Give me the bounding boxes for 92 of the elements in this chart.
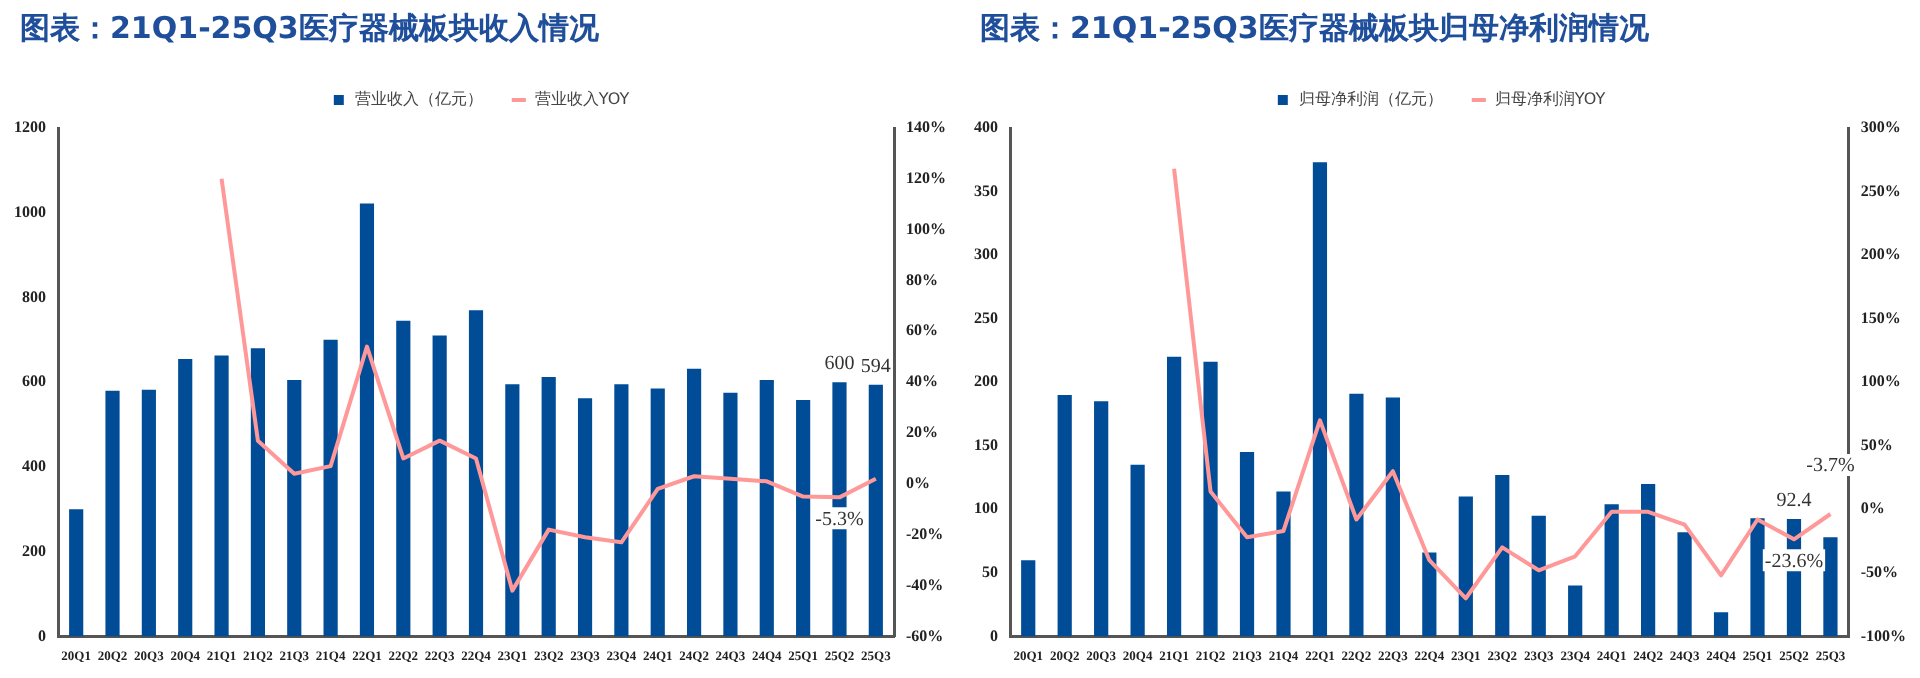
bar	[1713, 612, 1729, 637]
y2-tick-label: 120%	[906, 168, 946, 187]
bar	[396, 320, 411, 637]
bar	[1276, 491, 1291, 637]
bar	[1094, 401, 1109, 637]
y2-tick-label: -40%	[906, 575, 944, 594]
y2-tick-label: -20%	[906, 524, 944, 543]
bar	[650, 388, 665, 637]
y-tick-label: 400	[22, 457, 46, 476]
legend-label: 营业收入（亿元）	[354, 90, 483, 109]
bar	[323, 339, 338, 637]
bar	[287, 380, 302, 637]
bar	[1057, 394, 1072, 637]
bar	[1458, 496, 1473, 637]
y-tick-label: 350	[974, 181, 998, 200]
bar	[250, 348, 265, 637]
y2-tick-label: 0%	[906, 474, 930, 493]
y-tick-label: 1200	[14, 118, 46, 137]
bar	[1130, 464, 1145, 637]
y2-tick-label: 200%	[1860, 245, 1901, 264]
y2-tick-label: 140%	[906, 118, 946, 137]
bar	[1385, 397, 1400, 637]
y-tick-label: 250	[974, 308, 998, 327]
y2-tick-label: 100%	[906, 219, 946, 238]
y-tick-label: 200	[22, 541, 46, 560]
y2-tick-label: 80%	[906, 270, 938, 289]
bar	[105, 390, 120, 637]
chart-title: 图表：21Q1-25Q3医疗器械板块归母净利润情况	[978, 8, 1651, 50]
y-tick-label: 600	[22, 372, 46, 391]
y2-tick-label: -50%	[1860, 562, 1899, 581]
bar	[468, 310, 484, 637]
bar	[1531, 515, 1546, 637]
bar	[1349, 393, 1364, 637]
y-tick-label: 0	[38, 626, 46, 645]
y-tick-label: 200	[974, 372, 998, 391]
y2-tick-label: -100%	[1860, 626, 1907, 645]
bar	[759, 380, 774, 637]
bar	[1604, 504, 1619, 637]
bar	[1568, 585, 1583, 637]
legend-label: 归母净利润YOY	[1494, 90, 1606, 109]
data-label: 600	[824, 353, 855, 376]
bar	[614, 384, 629, 637]
bar	[505, 384, 520, 637]
y-tick-label: 800	[22, 287, 46, 306]
bar	[359, 203, 375, 637]
y-tick-label: 400	[974, 118, 998, 137]
bar	[868, 384, 883, 637]
legend-label: 归母净利润（亿元）	[1298, 90, 1443, 109]
y2-tick-label: -60%	[906, 626, 944, 645]
y-tick-label: 300	[974, 245, 998, 264]
bar	[432, 335, 447, 637]
y2-tick-label: 250%	[1860, 181, 1901, 200]
y2-tick-label: 0%	[1860, 499, 1885, 518]
bar	[214, 355, 229, 637]
chart-title: 图表：21Q1-25Q3医疗器械板块收入情况	[18, 8, 601, 50]
y-tick-label: 1000	[14, 202, 46, 221]
data-label: -5.3%	[815, 508, 864, 531]
data-label: -3.7%	[1806, 455, 1855, 478]
bar	[687, 368, 702, 637]
y-tick-label: 0	[990, 626, 998, 645]
bar	[1641, 483, 1656, 637]
bar	[577, 398, 593, 637]
y2-tick-label: 100%	[1860, 372, 1901, 391]
bar	[69, 509, 84, 637]
bar	[1312, 162, 1328, 637]
bar	[541, 377, 556, 637]
data-label: 594	[860, 355, 891, 378]
bar	[1021, 560, 1036, 637]
bar	[1203, 361, 1218, 637]
y2-tick-label: 300%	[1860, 118, 1901, 137]
y2-tick-label: 150%	[1860, 308, 1901, 327]
y2-tick-label: 40%	[906, 372, 938, 391]
y2-tick-label: 50%	[1860, 435, 1893, 454]
bar	[1239, 452, 1255, 637]
bar	[1677, 532, 1692, 637]
bar	[1823, 537, 1838, 637]
bar	[1166, 356, 1182, 637]
data-label: -23.6%	[1764, 550, 1824, 573]
y2-tick-label: 20%	[906, 423, 938, 442]
legend-label: 营业收入YOY	[534, 90, 630, 109]
bar	[723, 392, 738, 637]
y2-tick-label: 60%	[906, 321, 938, 340]
bar	[1495, 474, 1510, 637]
bar	[796, 399, 811, 637]
y-tick-label: 100	[974, 499, 998, 518]
data-label: 92.4	[1776, 490, 1812, 513]
y-tick-label: 50	[982, 562, 998, 581]
bar	[1750, 518, 1765, 637]
y-tick-label: 150	[974, 435, 998, 454]
bar	[1422, 552, 1437, 637]
bar	[141, 389, 156, 637]
bar	[178, 358, 193, 637]
